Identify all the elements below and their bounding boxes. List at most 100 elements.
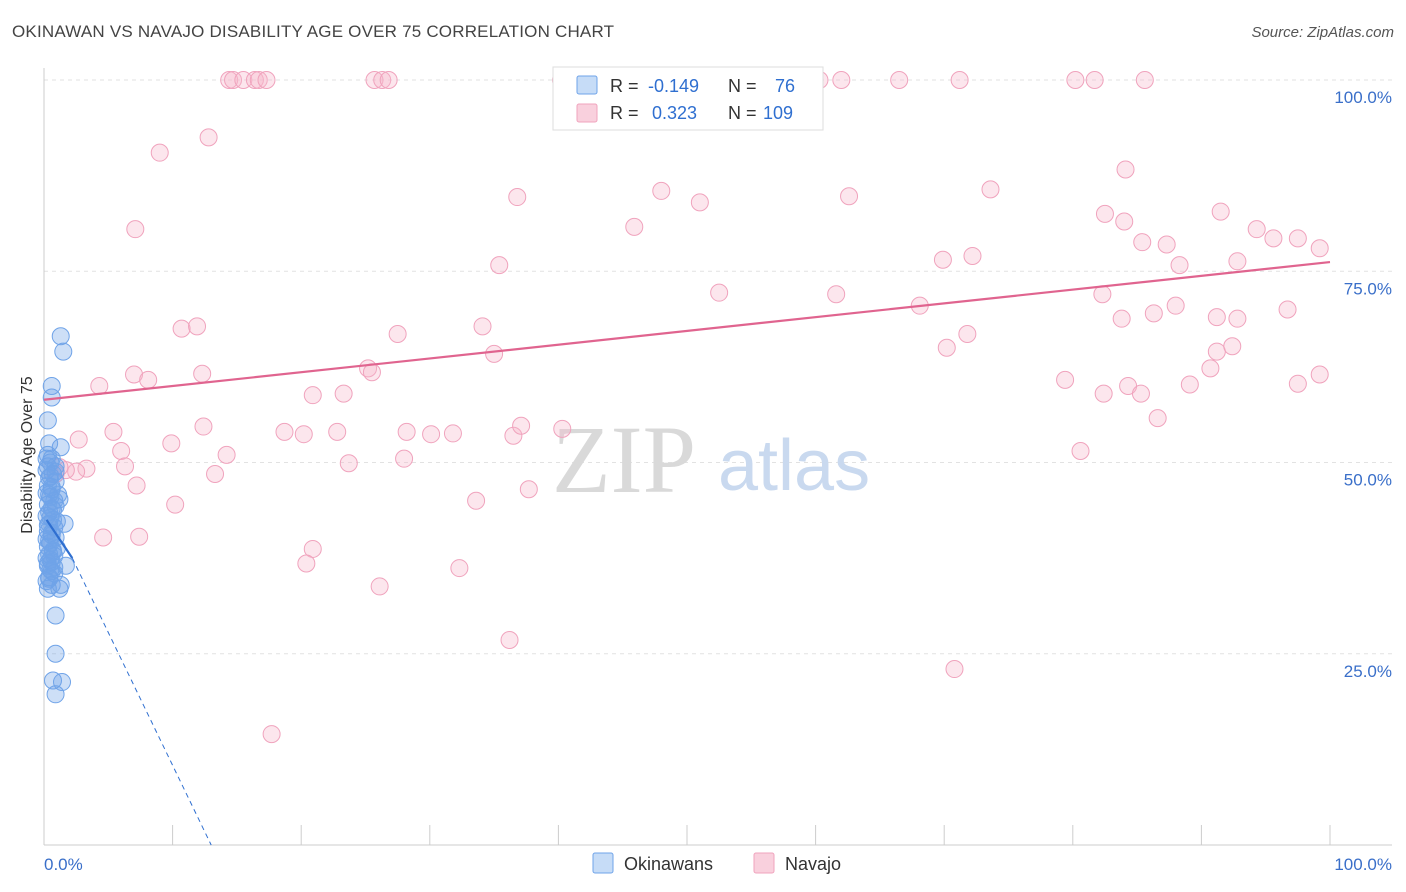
- navajo-point: [334, 384, 353, 403]
- okinawans-point: [40, 569, 59, 588]
- y-tick-labels: 100.0% 75.0% 50.0% 25.0%: [1334, 88, 1392, 681]
- navajo-point: [958, 324, 977, 343]
- navajo-point: [1133, 233, 1152, 252]
- navajo-point: [950, 71, 969, 89]
- okinawans-point: [40, 434, 59, 453]
- navajo-point: [1135, 71, 1154, 89]
- navajo-point: [139, 370, 158, 389]
- navajo-point: [690, 193, 709, 212]
- navajo-trend-line: [43, 260, 1331, 401]
- y-tick-label: 100.0%: [1334, 88, 1392, 107]
- navajo-point: [508, 188, 527, 207]
- okinawans-point: [40, 531, 59, 550]
- navajo-point: [328, 422, 347, 441]
- navajo-point: [199, 128, 218, 147]
- navajo-point: [69, 430, 88, 449]
- series-legend: Okinawans Navajo: [592, 852, 841, 874]
- okinawans-trend-line: [45, 519, 74, 559]
- navajo-point: [500, 630, 519, 649]
- okinawans-point: [46, 685, 65, 704]
- navajo-point: [166, 495, 185, 514]
- navajo-point: [519, 480, 538, 499]
- navajo-point: [194, 417, 213, 436]
- navajo-point: [485, 344, 504, 363]
- navajo-point: [652, 181, 671, 200]
- navajo-point: [467, 491, 486, 510]
- navajo-point: [1112, 309, 1131, 328]
- okinawans-point: [46, 606, 65, 625]
- legend-n-label-1: N =: [728, 76, 757, 96]
- x-tick-label: 100.0%: [1334, 855, 1392, 874]
- navajo-point: [162, 434, 181, 453]
- navajo-point: [1201, 359, 1220, 378]
- navajo-point: [127, 476, 146, 495]
- navajo-point: [473, 317, 492, 336]
- navajo-point: [1228, 252, 1247, 271]
- navajo-point: [1071, 442, 1090, 461]
- legend-navajo-swatch: [753, 852, 775, 874]
- navajo-point: [504, 426, 523, 445]
- okinawans-point: [37, 449, 56, 468]
- okinawans-point: [38, 411, 57, 430]
- navajo-point: [827, 285, 846, 304]
- legend-n-value-2: 109: [763, 103, 793, 123]
- navajo-point: [90, 377, 109, 395]
- navajo-point: [150, 143, 169, 162]
- okinawans-trend-extension: [71, 557, 212, 846]
- navajo-point: [443, 424, 462, 443]
- navajo-point: [1180, 375, 1199, 394]
- navajo-point: [1144, 304, 1163, 323]
- navajo-point: [1278, 300, 1297, 319]
- okinawans-point: [54, 342, 73, 361]
- okinawans-point: [40, 485, 59, 504]
- navajo-point: [490, 256, 509, 275]
- navajo-point: [840, 187, 859, 206]
- navajo-point: [379, 71, 398, 89]
- navajo-point: [1264, 229, 1283, 248]
- navajo-point: [981, 180, 1000, 199]
- navajo-point: [1157, 235, 1176, 254]
- navajo-point: [94, 528, 113, 547]
- legend-r-label-1: R =: [610, 76, 639, 96]
- legend-navajo-label: Navajo: [785, 854, 841, 874]
- legend-r-value-2: 0.323: [652, 103, 697, 123]
- navajo-point: [172, 319, 191, 338]
- navajo-point: [220, 71, 239, 89]
- navajo-point: [1247, 220, 1266, 239]
- navajo-point: [116, 457, 135, 476]
- navajo-point: [388, 324, 407, 343]
- navajo-point: [1207, 308, 1226, 327]
- navajo-point: [1085, 71, 1104, 89]
- navajo-point: [1095, 204, 1114, 223]
- navajo-point: [553, 419, 572, 438]
- navajo-point: [275, 422, 294, 441]
- legend-okinawans-swatch: [592, 852, 614, 874]
- navajo-point: [832, 71, 851, 89]
- legend-n-label-2: N =: [728, 103, 757, 123]
- okinawans-point: [51, 327, 70, 346]
- navajo-point: [188, 317, 207, 336]
- x-tick-label: 0.0%: [44, 855, 83, 874]
- legend-r-value-1: -0.149: [648, 76, 699, 96]
- okinawans-point: [46, 644, 65, 663]
- gridlines: [44, 79, 1392, 655]
- navajo-point: [104, 422, 123, 441]
- navajo-point: [1288, 374, 1307, 393]
- navajo-series: [46, 71, 1329, 744]
- navajo-point: [370, 577, 389, 596]
- navajo-point: [112, 442, 131, 461]
- chart-title: OKINAWAN VS NAVAJO DISABILITY AGE OVER 7…: [12, 22, 615, 41]
- navajo-point: [395, 449, 414, 468]
- navajo-point: [339, 454, 358, 473]
- y-axis-label: Disability Age Over 75: [19, 376, 36, 534]
- navajo-point: [945, 660, 964, 679]
- okinawans-point: [44, 671, 63, 690]
- navajo-point: [1094, 384, 1113, 403]
- navajo-point: [1228, 309, 1247, 328]
- okinawans-point: [38, 579, 57, 598]
- navajo-point: [1223, 337, 1242, 356]
- navajo-point: [262, 725, 281, 744]
- navajo-point: [297, 554, 316, 573]
- navajo-point: [1131, 384, 1150, 403]
- navajo-point: [450, 559, 469, 578]
